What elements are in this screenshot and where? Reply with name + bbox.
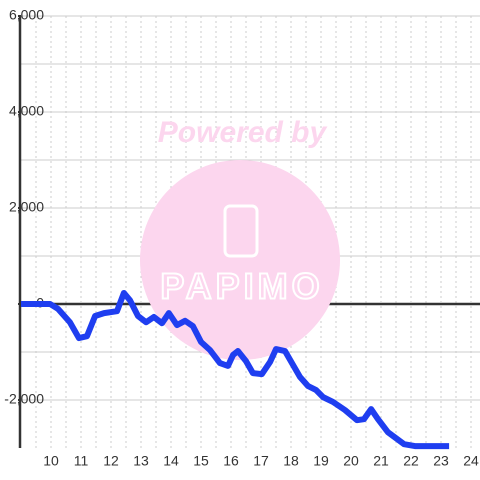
- x-tick-label: 23: [433, 453, 449, 469]
- y-tick-label: -2,000: [4, 391, 44, 407]
- y-tick-label: 4,000: [9, 103, 44, 119]
- x-tick-label: 19: [313, 453, 329, 469]
- x-tick-label: 12: [103, 453, 119, 469]
- data-line: [21, 289, 450, 450]
- x-tick-label: 21: [373, 453, 389, 469]
- x-tick-label: 16: [223, 453, 239, 469]
- x-tick-label: 22: [403, 453, 419, 469]
- x-tick-label: 10: [43, 453, 59, 469]
- x-tick-label: 20: [343, 453, 359, 469]
- watermark-logo: PAPIMO: [160, 266, 323, 307]
- y-tick-label: 6,000: [9, 7, 44, 23]
- watermark-text: Powered by: [158, 116, 328, 149]
- x-tick-label: 17: [253, 453, 269, 469]
- watermark-icon: [223, 204, 259, 258]
- watermark: Powered by PAPIMO: [140, 116, 340, 360]
- x-tick-label: 24: [463, 453, 479, 469]
- y-tick-label: 2,000: [9, 199, 44, 215]
- watermark-circle: [140, 160, 340, 360]
- x-tick-label: 15: [193, 453, 209, 469]
- x-tick-label: 14: [163, 453, 179, 469]
- x-tick-label: 18: [283, 453, 299, 469]
- x-tick-label: 13: [133, 453, 149, 469]
- x-tick-label: 11: [74, 453, 89, 469]
